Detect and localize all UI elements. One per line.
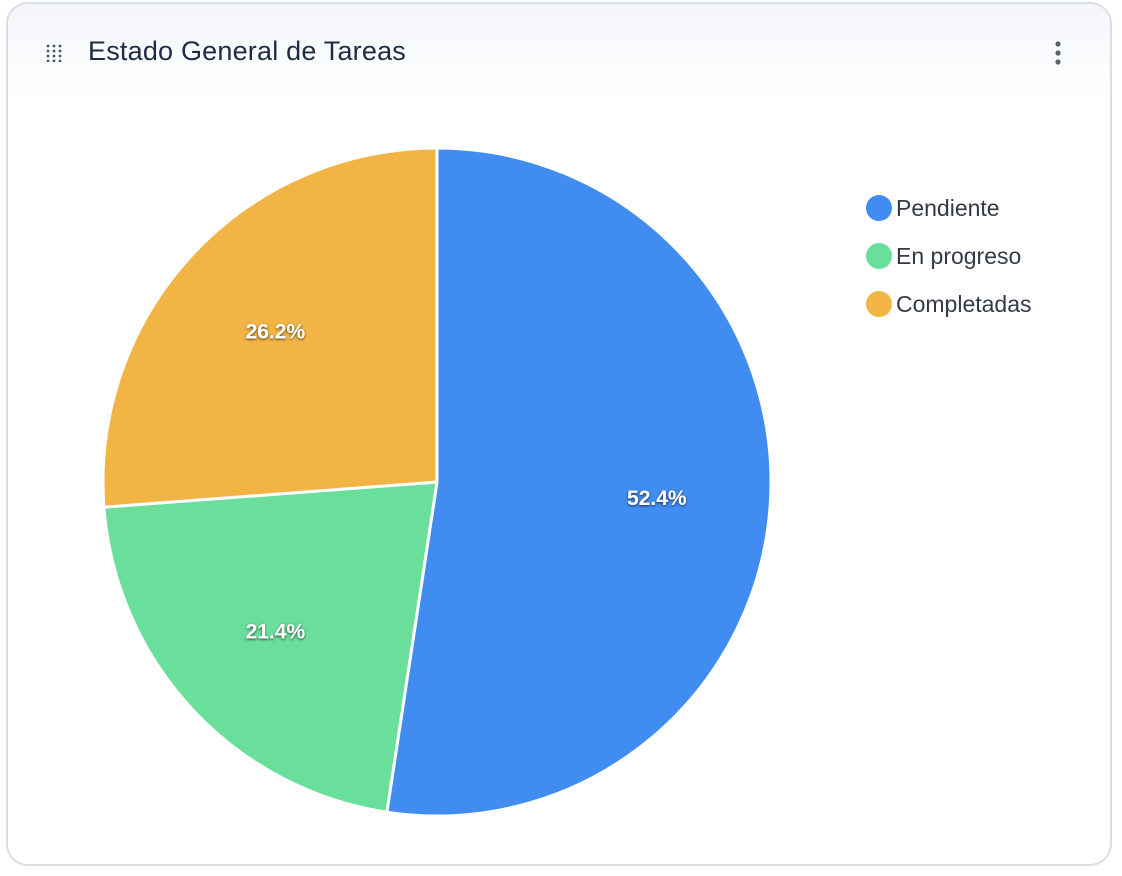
legend-label: Completadas (896, 290, 1032, 317)
pie-slice-en-progreso[interactable] (102, 480, 439, 814)
drag-handle-icon[interactable] (46, 44, 62, 62)
slice-label-en-progreso: 21.4% (246, 620, 306, 643)
chart-legend: Pendiente En progreso Completadas (866, 184, 1032, 328)
legend-swatch-completadas (866, 291, 892, 317)
legend-item-en-progreso[interactable]: En progreso (866, 232, 1032, 280)
pie-slice-completadas[interactable] (101, 146, 439, 509)
legend-swatch-en-progreso (866, 243, 892, 269)
slice-label-completadas: 26.2% (246, 321, 306, 344)
card-title: Estado General de Tareas (88, 36, 407, 66)
card-header: Estado General de Tareas (8, 4, 1110, 100)
more-vertical-icon[interactable] (1050, 40, 1066, 68)
legend-label: Pendiente (896, 194, 1000, 221)
legend-label: En progreso (896, 242, 1022, 269)
legend-swatch-pendiente (866, 195, 892, 221)
legend-item-completadas[interactable]: Completadas (866, 280, 1032, 328)
pie-slice-pendiente[interactable] (385, 146, 773, 818)
legend-item-pendiente[interactable]: Pendiente (866, 184, 1032, 232)
slice-label-pendiente: 52.4% (627, 487, 687, 510)
